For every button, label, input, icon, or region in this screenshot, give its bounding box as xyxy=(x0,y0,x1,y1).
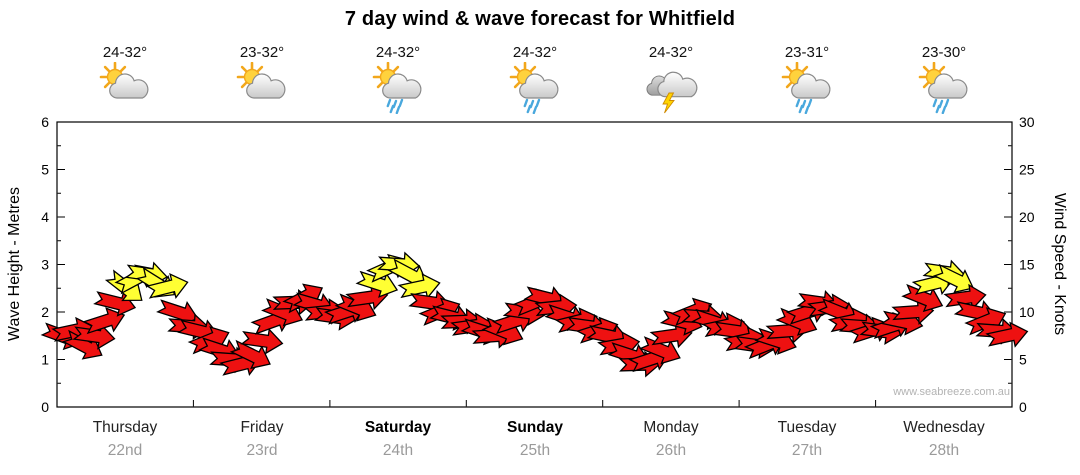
weather-icon-sun-cloud-rain xyxy=(781,61,831,115)
day-temp: 24-32° xyxy=(375,44,421,61)
wind-arrow xyxy=(240,328,284,355)
right-axis-tick-label: 20 xyxy=(1019,209,1035,225)
left-axis-tick-label: 0 xyxy=(41,399,49,415)
right-axis-tick-label: 10 xyxy=(1019,304,1035,320)
watermark: www.seabreeze.com.au xyxy=(893,386,1010,398)
day-date: 26th xyxy=(655,442,687,459)
left-axis-tick-label: 3 xyxy=(41,257,49,273)
left-axis-tick-label: 6 xyxy=(41,114,49,130)
weather-icon-sun-cloud-rain xyxy=(372,61,422,115)
cloud-icon xyxy=(519,73,559,99)
day-name: Monday xyxy=(643,419,699,436)
weather-icon-sun-cloud xyxy=(236,61,286,99)
day-date: 23rd xyxy=(246,442,278,459)
day-date: 24th xyxy=(382,442,414,459)
cloud-icon xyxy=(382,73,422,99)
weather-icon-cell xyxy=(234,61,290,114)
day-name: Friday xyxy=(240,419,284,436)
right-axis-label: Wind Speed - Knots xyxy=(1051,192,1068,336)
left-axis-tick-label: 5 xyxy=(41,162,49,178)
cloud-icon xyxy=(246,73,286,99)
wind-arrow xyxy=(985,321,1029,348)
weather-icon-cell xyxy=(643,62,699,114)
wind-arrow xyxy=(901,283,944,313)
left-axis-tick-label: 1 xyxy=(41,352,49,368)
weather-icon-thunderstorm xyxy=(646,71,698,114)
wind-arrow xyxy=(932,263,975,294)
day-name: Thursday xyxy=(92,419,158,436)
cloud-icon xyxy=(109,73,149,99)
cloud-icon xyxy=(657,71,698,98)
wind-arrow-layer xyxy=(40,251,1029,378)
day-temp: 24-32° xyxy=(648,44,694,61)
left-axis-label: Wave Height - Metres xyxy=(6,186,23,342)
day-temp: 24-32° xyxy=(102,44,148,61)
wind-arrow xyxy=(355,270,399,298)
rain-icon xyxy=(795,98,813,115)
rain-icon xyxy=(386,98,404,115)
rain-icon xyxy=(523,98,541,115)
right-axis-tick-label: 5 xyxy=(1019,352,1027,368)
day-date: 27th xyxy=(791,442,823,459)
wind-arrow xyxy=(145,273,189,299)
weather-icon-sun-cloud-rain xyxy=(509,61,559,115)
cloud-icon xyxy=(791,73,831,99)
weather-icon-cell xyxy=(779,61,835,115)
day-temp: 23-32° xyxy=(239,44,285,61)
day-temp: 23-31° xyxy=(784,44,830,61)
day-date: 22nd xyxy=(107,442,143,459)
cloud-icon xyxy=(928,73,968,99)
wind-arrow xyxy=(638,336,681,365)
day-temp: 24-32° xyxy=(512,44,558,61)
plot-frame xyxy=(56,121,1013,408)
right-axis-tick-label: 15 xyxy=(1019,257,1035,273)
day-date: 25th xyxy=(519,442,551,459)
page-title: 7 day wind & wave forecast for Whitfield xyxy=(344,8,736,30)
rain-icon xyxy=(932,98,950,115)
right-axis-tick-label: 0 xyxy=(1019,399,1027,415)
weather-icon-cell xyxy=(97,61,153,114)
weather-icon-sun-cloud-rain xyxy=(918,61,968,115)
day-name: Sunday xyxy=(507,419,563,436)
chart-axes: 0 1 2 3 4 5 6 0 5 10 15 20 25 30 xyxy=(41,114,1035,415)
weather-icon-cell xyxy=(370,61,426,115)
day-name: Wednesday xyxy=(903,419,985,436)
weather-icon-cell xyxy=(916,61,972,115)
day-temp: 23-30° xyxy=(921,44,967,61)
left-axis-tick-label: 4 xyxy=(41,209,49,225)
wind-arrow xyxy=(891,298,935,325)
right-axis-tick-label: 30 xyxy=(1019,114,1035,130)
wind-arrow xyxy=(345,283,389,311)
weather-icon-cell xyxy=(507,61,563,115)
wind-arrow xyxy=(229,339,271,370)
left-axis-tick-label: 2 xyxy=(41,304,49,320)
wind-arrow xyxy=(82,307,126,335)
lightning-icon xyxy=(662,92,675,114)
day-name: Tuesday xyxy=(777,419,837,436)
day-date: 28th xyxy=(928,442,960,459)
wind-arrow xyxy=(649,321,693,349)
day-name: Saturday xyxy=(364,419,432,436)
weather-icon-sun-cloud xyxy=(99,61,149,99)
right-axis-tick-label: 25 xyxy=(1019,162,1035,178)
